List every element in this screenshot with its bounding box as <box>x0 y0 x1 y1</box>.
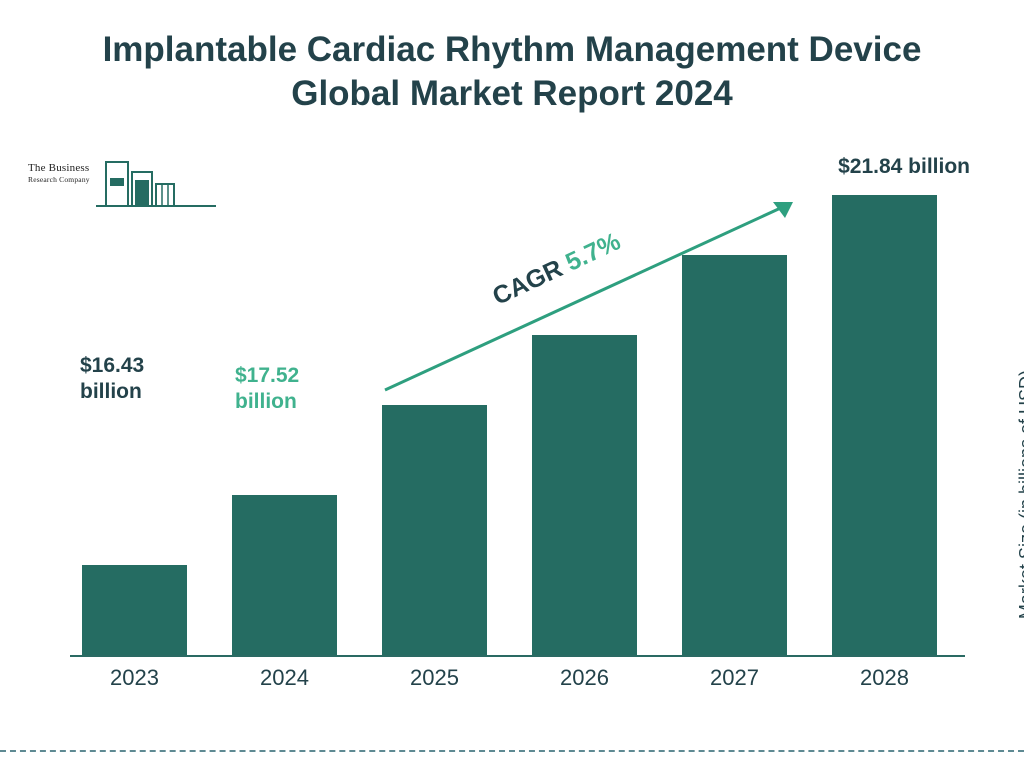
value-label-2024: $17.52 billion <box>235 363 299 416</box>
bar-2026 <box>532 335 637 655</box>
bar-2023 <box>82 565 187 655</box>
value-2024-l2: billion <box>235 389 299 415</box>
cagr-prefix: CAGR <box>488 254 567 310</box>
xlabel-2027: 2027 <box>682 665 787 691</box>
bar-2024 <box>232 495 337 655</box>
bar-chart: 2023 2024 2025 2026 2027 2028 $16.43 bil… <box>70 150 965 695</box>
bar-2027 <box>682 255 787 655</box>
x-axis-line <box>70 655 965 657</box>
xlabel-2023: 2023 <box>82 665 187 691</box>
bottom-divider <box>0 750 1024 752</box>
chart-title: Implantable Cardiac Rhythm Management De… <box>72 28 952 116</box>
value-2023-l1: $16.43 <box>80 353 144 379</box>
value-label-2023: $16.43 billion <box>80 353 144 406</box>
bar-2025 <box>382 405 487 655</box>
xlabel-2024: 2024 <box>232 665 337 691</box>
value-2024-l1: $17.52 <box>235 363 299 389</box>
value-label-2028: $21.84 billion <box>790 154 970 180</box>
xlabel-2025: 2025 <box>382 665 487 691</box>
cagr-value: 5.7% <box>561 227 624 276</box>
xlabel-2028: 2028 <box>832 665 937 691</box>
xlabel-2026: 2026 <box>532 665 637 691</box>
y-axis-label: Market Size (in billions of USD) <box>1016 370 1024 619</box>
bar-2028 <box>832 195 937 655</box>
cagr-label: CAGR 5.7% <box>488 227 625 311</box>
value-2023-l2: billion <box>80 379 144 405</box>
